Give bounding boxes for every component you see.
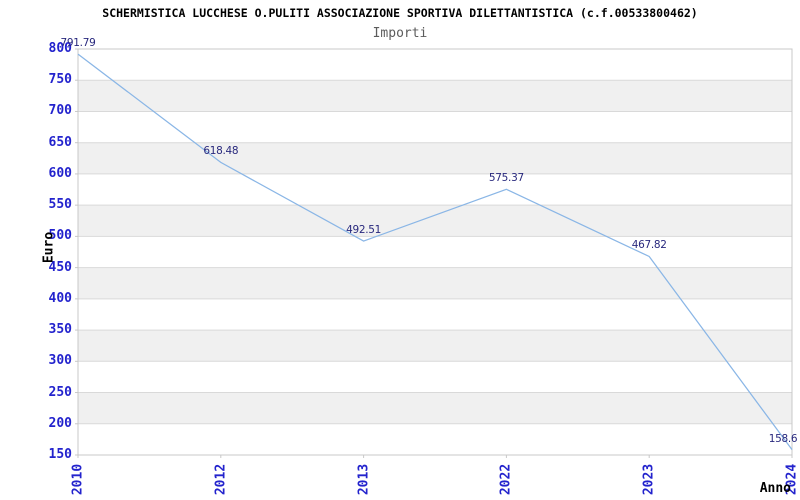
y-tick-label: 250 xyxy=(48,384,72,400)
band xyxy=(78,205,792,237)
data-point-label: 158.6 xyxy=(768,432,798,445)
y-tick-label: 550 xyxy=(48,197,72,213)
x-axis-title: Anno xyxy=(759,481,791,496)
x-tick-label: 2023 xyxy=(641,463,657,495)
data-point-label: 618.48 xyxy=(203,145,239,158)
y-tick-label: 300 xyxy=(48,353,72,369)
band xyxy=(78,142,792,174)
series-line xyxy=(77,53,793,450)
y-tick-label: 800 xyxy=(48,41,72,56)
y-tick-label: 450 xyxy=(48,259,72,275)
y-tick-label: 700 xyxy=(48,103,72,119)
band xyxy=(78,267,792,299)
y-axis-title: Euro xyxy=(41,231,57,264)
band xyxy=(78,392,792,424)
data-point-label: 791.79 xyxy=(60,37,96,50)
x-tick-label: 2012 xyxy=(213,463,229,495)
chart-title: SCHERMISTICA LUCCHESE O.PULITI ASSOCIAZI… xyxy=(102,6,698,20)
chart-subtitle: Importi xyxy=(372,26,428,41)
y-tick-label: 350 xyxy=(48,322,72,338)
x-tick-label: 2013 xyxy=(356,463,372,495)
y-tick-label: 200 xyxy=(48,415,72,431)
y-tick-label: 600 xyxy=(48,165,72,181)
x-tick-label: 2010 xyxy=(70,463,86,495)
y-tick-label: 650 xyxy=(48,134,72,150)
data-point-label: 575.37 xyxy=(488,172,524,185)
x-tick-label: 2022 xyxy=(498,463,514,495)
band xyxy=(78,80,792,112)
band xyxy=(78,330,792,362)
y-tick-label: 150 xyxy=(48,447,72,462)
data-point-label: 467.82 xyxy=(631,239,667,252)
y-tick-label: 750 xyxy=(48,72,72,88)
y-tick-label: 500 xyxy=(48,228,72,244)
data-point-label: 492.51 xyxy=(346,224,382,237)
plot-border xyxy=(77,48,793,456)
y-tick-label: 400 xyxy=(48,290,72,306)
